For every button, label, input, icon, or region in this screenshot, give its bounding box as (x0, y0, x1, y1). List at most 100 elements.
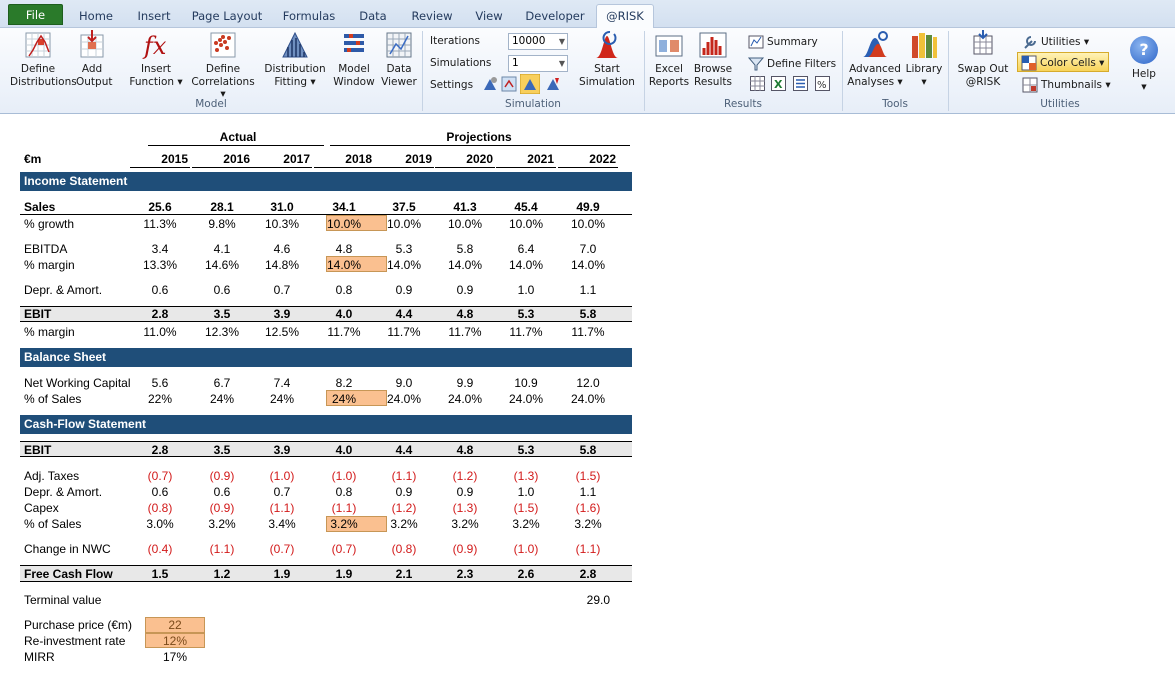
cell-capex-2022[interactable]: (1.6) (575, 501, 601, 515)
cell-cf-ebit-2019[interactable]: 4.4 (395, 443, 413, 457)
cell-ebit-2022[interactable]: 5.8 (579, 307, 597, 321)
tab-review[interactable]: Review (411, 9, 453, 23)
cell-nwc-pct-2018[interactable]: 24% (331, 392, 357, 406)
define-distributions-button[interactable]: Define Distributions (10, 30, 77, 88)
insert-function-button[interactable]: fx Insert Function ▾ (126, 30, 186, 88)
cell-fcf-2017[interactable]: 1.9 (273, 567, 291, 581)
cell-taxes-2020[interactable]: (1.2) (452, 469, 478, 483)
cell-fcf-2020[interactable]: 2.3 (456, 567, 474, 581)
cell-ebitda-margin-2015[interactable]: 13.3% (142, 258, 178, 272)
input-cell-nwc-pct[interactable] (326, 390, 387, 406)
cell-ebitda-margin-2018[interactable]: 14.0% (326, 258, 362, 272)
cell-cf-da-2020[interactable]: 0.9 (456, 485, 474, 499)
random-icon[interactable] (501, 76, 517, 92)
cell-growth-2020[interactable]: 10.0% (447, 217, 483, 231)
cell-cf-da-2015[interactable]: 0.6 (151, 485, 169, 499)
cell-ebit-2020[interactable]: 4.8 (456, 307, 474, 321)
cell-ebit-margin-2016[interactable]: 12.3% (204, 325, 240, 339)
cell-da-2019[interactable]: 0.9 (395, 283, 413, 297)
cell-da-2022[interactable]: 1.1 (579, 283, 597, 297)
reinvestment-rate-value[interactable]: 12% (162, 634, 188, 648)
cell-nwc-pct-2022[interactable]: 24.0% (570, 392, 606, 406)
cell-capex-pct-2020[interactable]: 3.2% (451, 517, 479, 531)
cell-ebit-margin-2017[interactable]: 12.5% (264, 325, 300, 339)
cell-cf-da-2019[interactable]: 0.9 (395, 485, 413, 499)
cell-capex-pct-2015[interactable]: 3.0% (146, 517, 174, 531)
summary-button[interactable]: Summary (748, 34, 818, 50)
cell-ebit-2015[interactable]: 2.8 (151, 307, 169, 321)
color-cells-dropdown[interactable]: Color Cells ▾ (1021, 55, 1104, 71)
tab-data[interactable]: Data (359, 9, 387, 23)
model-window-button[interactable]: Model Window (330, 30, 378, 88)
tab-file[interactable]: File (8, 4, 63, 25)
tab-page-layout[interactable]: Page Layout (191, 9, 263, 23)
cell-nwc-change-2015[interactable]: (0.4) (147, 542, 173, 556)
cell-cf-da-2016[interactable]: 0.6 (213, 485, 231, 499)
cell-capex-2021[interactable]: (1.5) (513, 501, 539, 515)
cell-growth-2018[interactable]: 10.0% (326, 217, 362, 231)
thumbnails-dropdown[interactable]: Thumbnails ▾ (1022, 77, 1111, 93)
cell-capex-2016[interactable]: (0.9) (209, 501, 235, 515)
cell-ebit-margin-2021[interactable]: 11.7% (509, 325, 543, 339)
cell-nwc-change-2018[interactable]: (0.7) (331, 542, 357, 556)
cell-growth-2017[interactable]: 10.3% (264, 217, 300, 231)
live-update-icon[interactable] (545, 76, 561, 92)
cell-cf-ebit-2018[interactable]: 4.0 (335, 443, 353, 457)
cell-ebitda-margin-2020[interactable]: 14.0% (447, 258, 483, 272)
cell-capex-pct-2018[interactable]: 3.2% (330, 517, 358, 531)
cell-da-2021[interactable]: 1.0 (517, 283, 535, 297)
cell-sales-2020[interactable]: 41.3 (453, 200, 477, 214)
cell-capex-pct-2016[interactable]: 3.2% (208, 517, 236, 531)
cell-ebitda-2018[interactable]: 4.8 (335, 242, 353, 256)
cell-cf-ebit-2015[interactable]: 2.8 (151, 443, 169, 457)
cell-nwc-change-2020[interactable]: (0.9) (452, 542, 478, 556)
cell-taxes-2018[interactable]: (1.0) (331, 469, 357, 483)
cell-nwc-2022[interactable]: 12.0 (576, 376, 600, 390)
cell-nwc-pct-2016[interactable]: 24% (209, 392, 235, 406)
cell-capex-2018[interactable]: (1.1) (331, 501, 357, 515)
report-grid-icon[interactable] (750, 76, 765, 91)
iterations-dropdown[interactable]: 10000 ▼ (508, 33, 568, 50)
cell-growth-2021[interactable]: 10.0% (508, 217, 544, 231)
cell-da-2017[interactable]: 0.7 (273, 283, 291, 297)
cell-nwc-2018[interactable]: 8.2 (335, 376, 353, 390)
cell-cf-ebit-2022[interactable]: 5.8 (579, 443, 597, 457)
cell-nwc-2016[interactable]: 6.7 (213, 376, 231, 390)
cell-da-2015[interactable]: 0.6 (151, 283, 169, 297)
cell-taxes-2015[interactable]: (0.7) (147, 469, 173, 483)
cell-ebit-margin-2015[interactable]: 11.0% (143, 325, 177, 339)
cell-fcf-2019[interactable]: 2.1 (395, 567, 413, 581)
cell-nwc-2017[interactable]: 7.4 (273, 376, 291, 390)
cell-sales-2021[interactable]: 45.4 (514, 200, 538, 214)
cell-sales-2018[interactable]: 34.1 (332, 200, 356, 214)
cell-capex-pct-2019[interactable]: 3.2% (390, 517, 418, 531)
browse-results-button[interactable]: Browse Results (692, 30, 734, 88)
cell-nwc-2020[interactable]: 9.9 (456, 376, 474, 390)
cell-ebit-margin-2022[interactable]: 11.7% (571, 325, 605, 339)
tab-developer[interactable]: Developer (525, 9, 585, 23)
cell-da-2016[interactable]: 0.6 (213, 283, 231, 297)
input-cell-capex-pct[interactable] (326, 516, 387, 532)
cell-sales-2019[interactable]: 37.5 (392, 200, 416, 214)
tab-home[interactable]: Home (79, 9, 113, 23)
cell-nwc-change-2021[interactable]: (1.0) (513, 542, 539, 556)
cell-cf-ebit-2016[interactable]: 3.5 (213, 443, 231, 457)
cell-ebitda-2021[interactable]: 6.4 (517, 242, 535, 256)
cell-growth-2016[interactable]: 9.8% (208, 217, 236, 231)
input-cell-purchase-price[interactable] (145, 617, 205, 633)
cell-sales-2022[interactable]: 49.9 (576, 200, 600, 214)
add-output-button[interactable]: Add Output (76, 30, 112, 88)
settings-icon[interactable] (482, 76, 498, 92)
cell-capex-pct-2017[interactable]: 3.4% (268, 517, 296, 531)
cell-ebit-2019[interactable]: 4.4 (395, 307, 413, 321)
demo-mode-icon[interactable] (520, 74, 540, 94)
cell-fcf-2016[interactable]: 1.2 (213, 567, 231, 581)
cell-cf-ebit-2020[interactable]: 4.8 (456, 443, 474, 457)
cell-taxes-2019[interactable]: (1.1) (391, 469, 417, 483)
cell-taxes-2017[interactable]: (1.0) (269, 469, 295, 483)
cell-nwc-2015[interactable]: 5.6 (151, 376, 169, 390)
cell-ebitda-2020[interactable]: 5.8 (456, 242, 474, 256)
cell-nwc-pct-2021[interactable]: 24.0% (508, 392, 544, 406)
cell-ebitda-margin-2016[interactable]: 14.6% (204, 258, 240, 272)
help-button[interactable]: ? Help ▼ (1124, 36, 1164, 93)
